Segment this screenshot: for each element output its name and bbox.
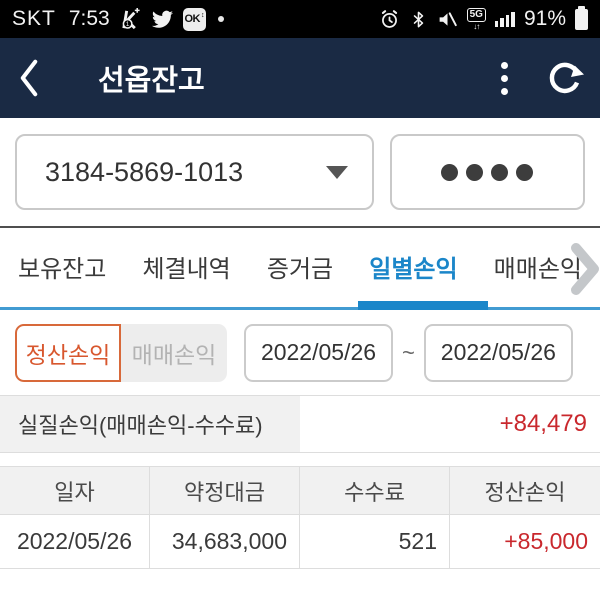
tab-holdings[interactable]: 보유잔고 — [18, 255, 107, 283]
5g-network-icon: 5G ↓↑ — [466, 7, 486, 31]
col-header-settlement-pnl: 정산손익 — [484, 479, 566, 505]
account-select[interactable]: 3184-5869-1013 — [15, 134, 374, 210]
more-notifications-dot-icon — [217, 16, 224, 22]
net-pnl-label: 실질손익(매매손익-수수료) — [0, 396, 300, 452]
col-header-date: 일자 — [0, 467, 150, 514]
toggle-trading-pnl[interactable]: 매매손익 — [121, 323, 227, 382]
refresh-icon — [549, 62, 584, 94]
signal-strength-icon — [494, 11, 515, 27]
account-number: 3184-5869-1013 — [45, 156, 244, 187]
net-pnl-value: +84,479 — [499, 410, 587, 437]
carrier-label: SKT — [12, 7, 56, 30]
more-tabs-chevron-icon[interactable] — [570, 242, 600, 296]
account-password-field[interactable] — [389, 134, 585, 210]
pnl-type-toggle: 정산손익 매매손익 — [15, 323, 227, 382]
mute-icon — [439, 11, 457, 26]
table-row: 2022/05/26 34,683,000 521 +85,000 — [0, 515, 600, 569]
tab-margin[interactable]: 증거금 — [266, 255, 334, 283]
col-header-amount: 약정대금 — [150, 467, 300, 514]
back-button[interactable] — [16, 50, 72, 106]
tab-executions[interactable]: 체결내역 — [142, 255, 231, 283]
clock-label: 7:53 — [68, 7, 110, 30]
twitter-icon — [151, 10, 173, 28]
active-tab-underline — [358, 301, 488, 310]
battery-icon — [575, 5, 588, 30]
filter-row: 정산손익 매매손익 2022/05/26 ~ 2022/05/26 — [0, 310, 600, 395]
tab-trading-pnl[interactable]: 매매손익 — [493, 255, 582, 283]
page-title: 선옵잔고 — [98, 65, 205, 97]
password-dot — [466, 163, 484, 181]
date-range-separator: ~ — [402, 339, 415, 365]
date-from-input[interactable]: 2022/05/26 — [244, 323, 393, 382]
tab-daily-pnl[interactable]: 일별손익 — [369, 255, 458, 283]
net-pnl-summary: 실질손익(매매손익-수수료) +84,479 — [0, 395, 600, 453]
cell-amount: 34,683,000 — [150, 515, 300, 568]
menu-kebab-button[interactable] — [497, 58, 512, 99]
ok-cashbag-icon: OK ↕ — [182, 7, 206, 31]
svg-text:1: 1 — [125, 21, 129, 28]
toggle-settlement-pnl[interactable]: 정산손익 — [15, 323, 121, 382]
refresh-button[interactable] — [546, 59, 584, 97]
status-bar: SKT 7:53 1 OK ↕ 5G ↓ — [0, 0, 600, 38]
bluetooth-icon — [413, 11, 423, 27]
app-header: 선옵잔고 — [0, 38, 600, 118]
account-row: 3184-5869-1013 — [0, 118, 600, 228]
col-header-fee: 수수료 — [300, 467, 450, 514]
tab-bar: 보유잔고 체결내역 증거금 일별손익 매매손익 — [0, 228, 600, 310]
password-dot — [516, 163, 534, 181]
chevron-down-icon — [325, 165, 348, 179]
cell-date: 2022/05/26 — [0, 515, 150, 568]
date-to-input[interactable]: 2022/05/26 — [423, 323, 573, 382]
password-dot — [441, 163, 459, 181]
back-chevron-icon — [20, 59, 38, 97]
table-header-row: 일자 약정대금 수수료 정산손익 — [0, 466, 600, 515]
daily-pnl-table: 일자 약정대금 수수료 정산손익 2022/05/26 34,683,000 5… — [0, 466, 600, 569]
password-dot — [491, 163, 509, 181]
alarm-icon — [381, 9, 397, 28]
cell-settlement-pnl: +85,000 — [504, 528, 588, 554]
cell-fee: 521 — [300, 515, 450, 568]
battery-percent-label: 91% — [523, 7, 566, 30]
timer-plus-one-notification-icon: 1 — [122, 7, 140, 29]
